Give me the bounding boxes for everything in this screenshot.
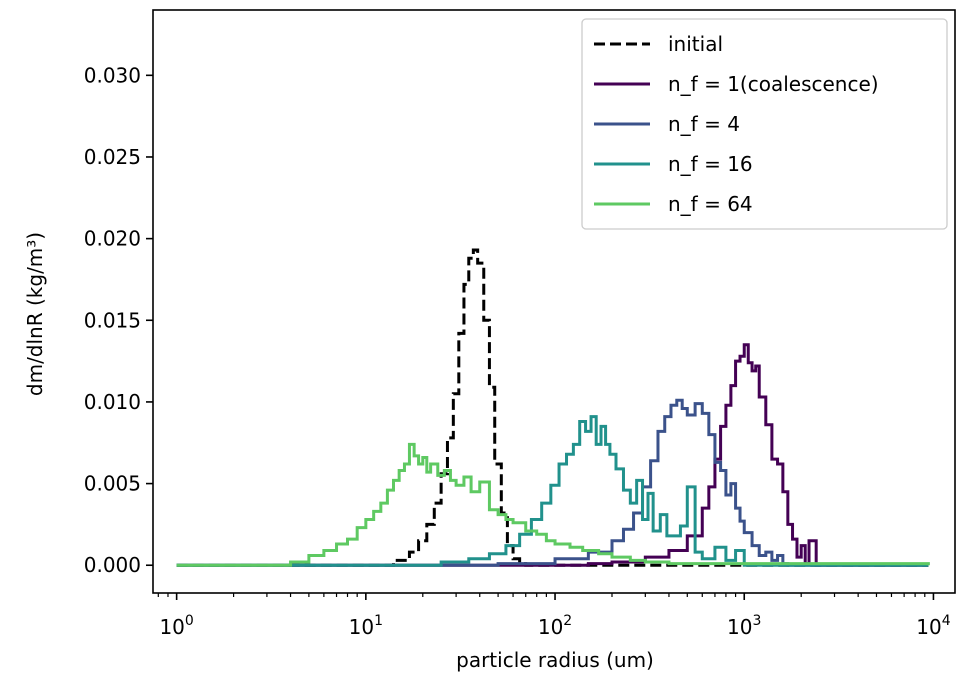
x-axis-label: particle radius (um)	[456, 648, 654, 672]
legend-label: n_f = 64	[668, 192, 753, 216]
plot-area	[176, 248, 930, 567]
x-tick-label: 101	[349, 613, 383, 639]
series-line-1	[176, 343, 929, 567]
x-tick-label: 100	[159, 613, 193, 639]
x-tick-label: 104	[916, 613, 950, 639]
legend-box	[581, 18, 948, 230]
y-tick-label: 0.000	[84, 553, 141, 577]
legend: initial n_f = 1(coalescence) n_f = 4 n_f = …	[581, 18, 948, 230]
legend-label: n_f = 16	[668, 152, 753, 176]
series-line-2	[176, 398, 929, 567]
y-tick-label: 0.030	[84, 63, 141, 87]
y-tick-label: 0.015	[84, 308, 141, 332]
axes: 100 101 102 103 104 0.000 0.005 0.010 0.015 0.020…	[84, 9, 956, 639]
x-tick-label: 103	[727, 613, 761, 639]
x-tick-label: 102	[538, 613, 572, 639]
legend-label: n_f = 4	[668, 112, 740, 136]
y-axis-label: dm/dlnR (kg/m³)	[23, 232, 47, 396]
y-tick-label: 0.025	[84, 145, 141, 169]
y-tick-label: 0.005	[84, 472, 141, 496]
series-line-0	[176, 248, 929, 567]
plot-frame	[152, 9, 956, 594]
legend-label: n_f = 1(coalescence)	[668, 72, 879, 96]
legend-label: initial	[668, 32, 723, 56]
y-tick-label: 0.020	[84, 227, 141, 251]
y-tick-label: 0.010	[84, 390, 141, 414]
series-line-4	[176, 442, 930, 567]
